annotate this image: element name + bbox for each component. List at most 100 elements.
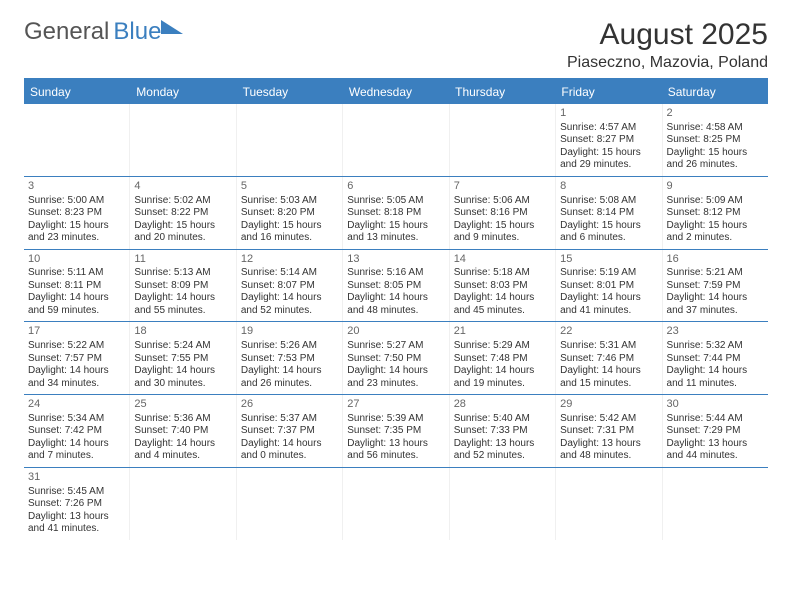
day-number: 25 — [134, 398, 231, 412]
logo-text-blue: Blue — [113, 18, 161, 46]
day-info-line: Daylight: 14 hours — [667, 365, 764, 378]
day-info-line: Daylight: 14 hours — [347, 292, 444, 305]
day-cell: 22Sunrise: 5:31 AMSunset: 7:46 PMDayligh… — [556, 322, 662, 394]
empty-cell — [450, 104, 556, 176]
day-number: 10 — [28, 253, 125, 267]
location-text: Piaseczno, Mazovia, Poland — [567, 54, 768, 72]
day-cell: 6Sunrise: 5:05 AMSunset: 8:18 PMDaylight… — [343, 177, 449, 249]
empty-cell — [450, 468, 556, 540]
day-info-line: Daylight: 14 hours — [28, 365, 125, 378]
day-info-line: and 23 minutes. — [28, 232, 125, 245]
day-number: 28 — [454, 398, 551, 412]
day-number: 15 — [560, 253, 657, 267]
day-info-line: Daylight: 14 hours — [241, 438, 338, 451]
day-number: 11 — [134, 253, 231, 267]
dayhead-sun: Sunday — [24, 80, 130, 104]
week-row: 17Sunrise: 5:22 AMSunset: 7:57 PMDayligh… — [24, 322, 768, 395]
day-info-line: and 26 minutes. — [241, 378, 338, 391]
day-info-line: Sunset: 7:48 PM — [454, 353, 551, 366]
day-info-line: and 34 minutes. — [28, 378, 125, 391]
day-info-line: and 19 minutes. — [454, 378, 551, 391]
day-info-line: Sunrise: 5:13 AM — [134, 267, 231, 280]
empty-cell — [24, 104, 130, 176]
day-cell: 7Sunrise: 5:06 AMSunset: 8:16 PMDaylight… — [450, 177, 556, 249]
day-info-line: Sunset: 8:01 PM — [560, 280, 657, 293]
day-info-line: Sunset: 8:05 PM — [347, 280, 444, 293]
day-info-line: Daylight: 15 hours — [134, 220, 231, 233]
day-info-line: and 11 minutes. — [667, 378, 764, 391]
day-cell: 17Sunrise: 5:22 AMSunset: 7:57 PMDayligh… — [24, 322, 130, 394]
day-info-line: Daylight: 14 hours — [454, 365, 551, 378]
day-info-line: Sunset: 8:07 PM — [241, 280, 338, 293]
day-number: 2 — [667, 107, 764, 121]
day-info-line: and 37 minutes. — [667, 305, 764, 318]
day-info-line: Sunset: 7:59 PM — [667, 280, 764, 293]
day-number: 3 — [28, 180, 125, 194]
day-info-line: Sunrise: 5:00 AM — [28, 195, 125, 208]
day-info-line: and 15 minutes. — [560, 378, 657, 391]
empty-cell — [237, 104, 343, 176]
day-info-line: and 56 minutes. — [347, 450, 444, 463]
day-number: 8 — [560, 180, 657, 194]
day-info-line: Sunrise: 5:21 AM — [667, 267, 764, 280]
day-info-line: Daylight: 14 hours — [347, 365, 444, 378]
empty-cell — [130, 468, 236, 540]
day-info-line: Sunset: 8:11 PM — [28, 280, 125, 293]
empty-cell — [343, 468, 449, 540]
logo-sail-icon — [161, 20, 183, 34]
day-info-line: Daylight: 14 hours — [667, 292, 764, 305]
day-cell: 20Sunrise: 5:27 AMSunset: 7:50 PMDayligh… — [343, 322, 449, 394]
day-number: 16 — [667, 253, 764, 267]
day-info-line: and 44 minutes. — [667, 450, 764, 463]
day-number: 22 — [560, 325, 657, 339]
day-info-line: and 41 minutes. — [560, 305, 657, 318]
day-info-line: and 29 minutes. — [560, 159, 657, 172]
day-info-line: Sunrise: 4:58 AM — [667, 122, 764, 135]
day-info-line: and 6 minutes. — [560, 232, 657, 245]
dayhead-thu: Thursday — [449, 80, 555, 104]
day-info-line: Sunrise: 5:34 AM — [28, 413, 125, 426]
dayhead-fri: Friday — [555, 80, 661, 104]
day-cell: 25Sunrise: 5:36 AMSunset: 7:40 PMDayligh… — [130, 395, 236, 467]
day-cell: 30Sunrise: 5:44 AMSunset: 7:29 PMDayligh… — [663, 395, 768, 467]
day-info-line: Daylight: 15 hours — [454, 220, 551, 233]
day-cell: 23Sunrise: 5:32 AMSunset: 7:44 PMDayligh… — [663, 322, 768, 394]
day-info-line: and 52 minutes. — [454, 450, 551, 463]
day-cell: 12Sunrise: 5:14 AMSunset: 8:07 PMDayligh… — [237, 250, 343, 322]
day-info-line: Daylight: 15 hours — [28, 220, 125, 233]
day-info-line: Daylight: 14 hours — [28, 438, 125, 451]
logo: GeneralBlue — [24, 18, 183, 46]
empty-cell — [663, 468, 768, 540]
day-info-line: and 2 minutes. — [667, 232, 764, 245]
day-cell: 8Sunrise: 5:08 AMSunset: 8:14 PMDaylight… — [556, 177, 662, 249]
day-number: 13 — [347, 253, 444, 267]
day-cell: 5Sunrise: 5:03 AMSunset: 8:20 PMDaylight… — [237, 177, 343, 249]
day-info-line: Sunrise: 5:08 AM — [560, 195, 657, 208]
day-info-line: Sunset: 7:31 PM — [560, 425, 657, 438]
day-number: 17 — [28, 325, 125, 339]
day-info-line: and 9 minutes. — [454, 232, 551, 245]
day-number: 9 — [667, 180, 764, 194]
day-info-line: Sunset: 8:09 PM — [134, 280, 231, 293]
day-info-line: and 59 minutes. — [28, 305, 125, 318]
day-info-line: Sunrise: 5:11 AM — [28, 267, 125, 280]
day-info-line: Sunrise: 5:03 AM — [241, 195, 338, 208]
day-info-line: Daylight: 15 hours — [667, 147, 764, 160]
day-info-line: Sunrise: 5:06 AM — [454, 195, 551, 208]
day-info-line: and 48 minutes. — [560, 450, 657, 463]
day-number: 19 — [241, 325, 338, 339]
day-info-line: Sunset: 8:14 PM — [560, 207, 657, 220]
day-info-line: and 4 minutes. — [134, 450, 231, 463]
day-number: 5 — [241, 180, 338, 194]
day-info-line: Sunrise: 4:57 AM — [560, 122, 657, 135]
day-info-line: and 26 minutes. — [667, 159, 764, 172]
empty-cell — [343, 104, 449, 176]
day-info-line: Daylight: 14 hours — [241, 292, 338, 305]
week-row: 24Sunrise: 5:34 AMSunset: 7:42 PMDayligh… — [24, 395, 768, 468]
day-number: 30 — [667, 398, 764, 412]
day-info-line: Sunset: 8:25 PM — [667, 134, 764, 147]
day-cell: 29Sunrise: 5:42 AMSunset: 7:31 PMDayligh… — [556, 395, 662, 467]
day-info-line: Sunset: 7:57 PM — [28, 353, 125, 366]
day-info-line: Sunrise: 5:44 AM — [667, 413, 764, 426]
day-info-line: Sunset: 8:03 PM — [454, 280, 551, 293]
